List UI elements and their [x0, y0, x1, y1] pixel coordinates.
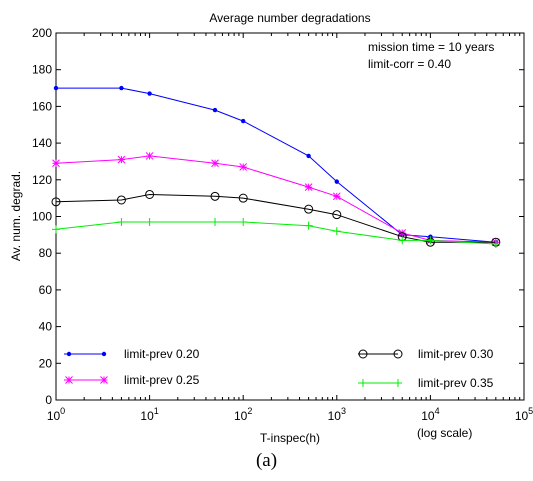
figure-caption: (a)	[255, 450, 278, 471]
x-tick-label: 101	[140, 406, 158, 423]
y-axis: 0 20 40 60 80 100 120 140 160 180 200	[32, 26, 524, 407]
annotation-limit-corr: limit-corr = 0.40	[368, 57, 451, 71]
data-point	[241, 118, 246, 124]
y-tick-label: 140	[32, 136, 52, 150]
data-point	[145, 152, 154, 160]
x-tick-label: 105	[515, 406, 533, 423]
legend-marker	[359, 379, 367, 387]
data-point	[304, 183, 313, 191]
legend-marker	[100, 376, 108, 384]
data-point	[52, 159, 60, 168]
y-tick-label: 120	[32, 173, 52, 187]
data-point	[332, 227, 341, 236]
legend-entry-3: limit-prev 0.35	[358, 376, 494, 390]
plot-area	[55, 32, 525, 401]
data-point	[398, 236, 407, 245]
data-point	[116, 195, 126, 205]
data-point	[211, 159, 219, 168]
data-point	[304, 204, 314, 214]
legend-marker	[65, 376, 73, 384]
data-point	[304, 221, 313, 230]
legend: limit-prev 0.20 limit-prev 0.25 limit-prev…	[64, 347, 494, 390]
data-point	[117, 218, 126, 227]
data-point	[238, 193, 248, 203]
data-point	[117, 155, 126, 164]
data-point	[332, 192, 341, 201]
legend-entry-1: limit-prev 0.25	[64, 373, 200, 387]
legend-label: limit-prev 0.30	[418, 347, 494, 361]
legend-marker	[66, 351, 72, 357]
y-tick-label: 20	[39, 356, 53, 370]
legend-marker	[358, 349, 368, 359]
data-point	[332, 210, 342, 220]
y-axis-label: Av. num. degrad.	[9, 171, 23, 261]
y-tick-label: 100	[32, 210, 52, 224]
series-0	[53, 85, 499, 245]
data-point	[51, 197, 61, 207]
series-3	[52, 218, 500, 249]
data-point	[334, 179, 339, 184]
data-point	[211, 218, 220, 227]
x-tick-label: 102	[234, 406, 252, 423]
data-point	[306, 153, 311, 159]
x-tick-label: 104	[421, 406, 439, 423]
data-point	[491, 240, 500, 249]
series-line	[55, 221, 496, 245]
data-point	[53, 85, 59, 91]
data-point	[426, 236, 435, 245]
legend-label: limit-prev 0.35	[418, 376, 494, 390]
series-line	[55, 193, 496, 243]
data-point	[119, 85, 124, 91]
legend-marker	[101, 351, 107, 357]
series-line	[56, 87, 496, 243]
x-axis-label: T-inspec(h)	[260, 431, 320, 445]
legend-marker	[394, 379, 402, 387]
annotation-mission-time: mission time = 10 years	[368, 40, 494, 54]
legend-entry-2: limit-prev 0.30	[358, 347, 494, 361]
data-point	[210, 191, 220, 201]
y-tick-label: 80	[39, 246, 53, 260]
y-tick-label: 180	[32, 63, 52, 77]
data-point	[52, 225, 60, 234]
data-point	[145, 189, 155, 199]
y-tick-label: 200	[32, 26, 52, 40]
y-tick-label: 0	[45, 393, 52, 407]
legend-entry-0: limit-prev 0.20	[64, 347, 200, 361]
series-layer	[51, 85, 501, 249]
y-tick-label: 40	[39, 320, 53, 334]
data-point	[145, 218, 154, 227]
y-tick-label: 60	[39, 283, 53, 297]
legend-marker	[393, 349, 403, 359]
data-point	[212, 107, 218, 113]
data-point	[147, 91, 152, 96]
y-tick-label: 160	[32, 99, 52, 113]
chart-title: Average number degradations	[209, 11, 370, 25]
legend-label: limit-prev 0.25	[124, 373, 200, 387]
x-tick-label: 100	[47, 406, 65, 423]
x-axis-note: (log scale)	[417, 426, 472, 440]
data-point	[239, 163, 248, 171]
x-tick-label: 103	[328, 406, 346, 423]
data-point	[239, 218, 248, 227]
series-line	[55, 155, 496, 243]
legend-label: limit-prev 0.20	[124, 347, 200, 361]
